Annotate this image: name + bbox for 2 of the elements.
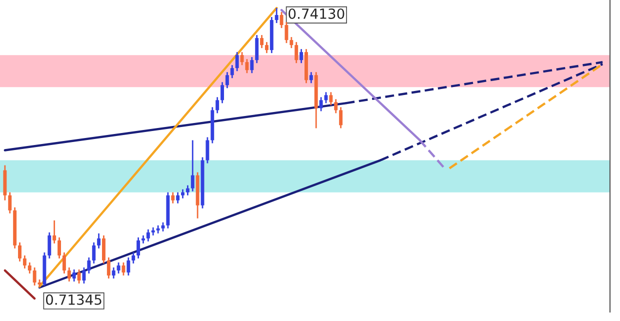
text: 0.71345 — [46, 294, 102, 305]
annotation: 0.74130 — [288, 8, 344, 19]
